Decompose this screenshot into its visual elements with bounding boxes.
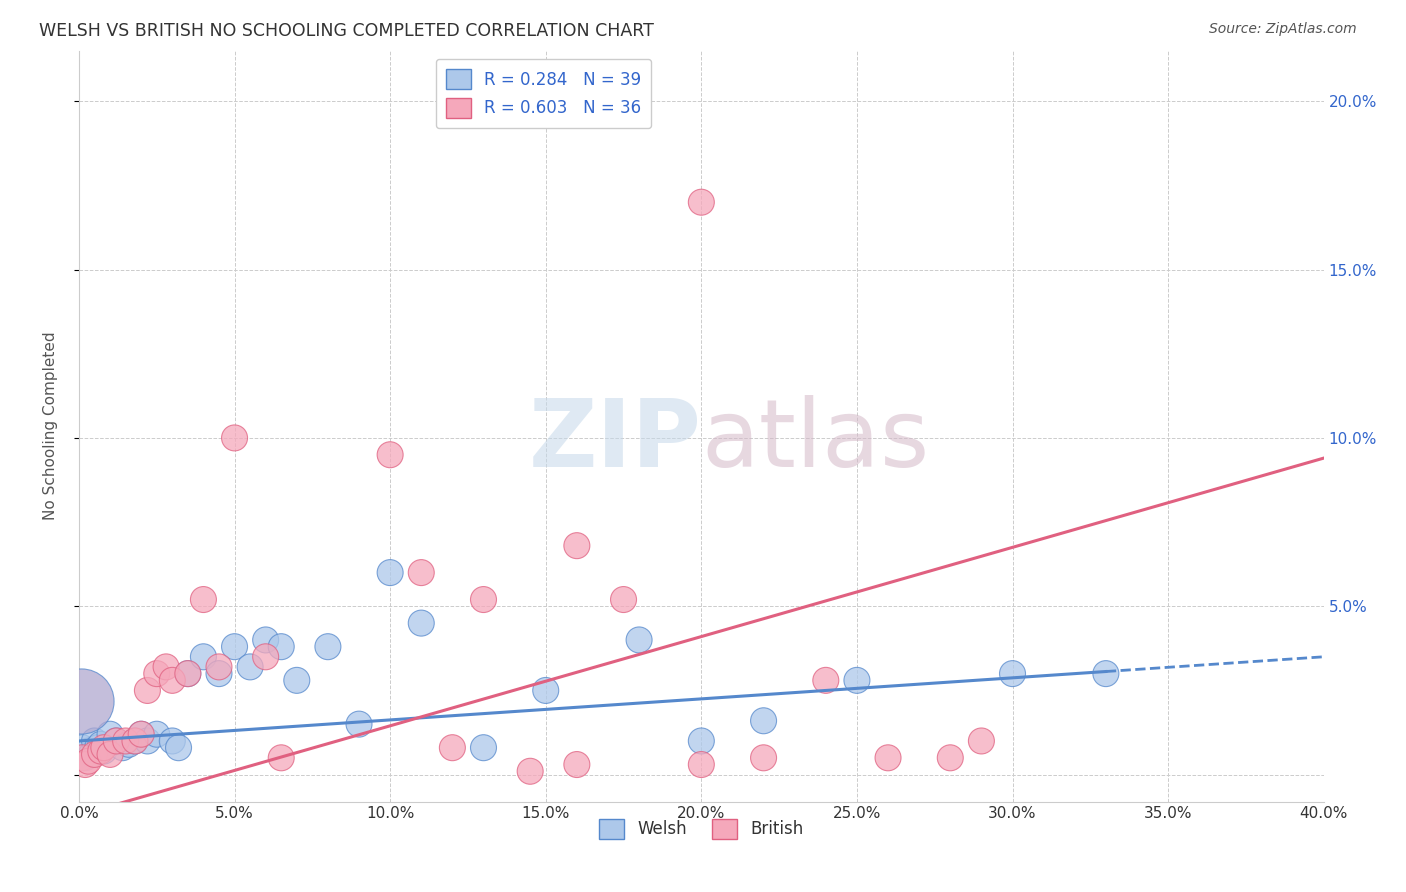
Point <box>1095 666 1118 681</box>
Point <box>90 744 112 758</box>
Text: WELSH VS BRITISH NO SCHOOLING COMPLETED CORRELATION CHART: WELSH VS BRITISH NO SCHOOLING COMPLETED … <box>39 22 654 40</box>
Point <box>939 751 962 765</box>
Text: Source: ZipAtlas.com: Source: ZipAtlas.com <box>1209 22 1357 37</box>
Point <box>285 673 308 688</box>
Point <box>208 666 231 681</box>
Point <box>224 640 246 654</box>
Point <box>114 734 136 748</box>
Point <box>98 727 121 741</box>
Point <box>162 673 184 688</box>
Point <box>254 649 277 664</box>
Point <box>167 740 190 755</box>
Point <box>193 649 215 664</box>
Text: atlas: atlas <box>702 395 929 487</box>
Point <box>155 660 177 674</box>
Point <box>124 734 146 748</box>
Point <box>472 740 495 755</box>
Point <box>565 757 588 772</box>
Point <box>1001 666 1024 681</box>
Point <box>254 632 277 647</box>
Point <box>534 683 557 698</box>
Point <box>118 737 141 751</box>
Point <box>411 566 433 580</box>
Point <box>83 747 105 762</box>
Point <box>565 539 588 553</box>
Point <box>75 757 97 772</box>
Point <box>86 740 108 755</box>
Point <box>162 734 184 748</box>
Point <box>83 734 105 748</box>
Point <box>129 727 152 741</box>
Point <box>80 747 103 762</box>
Point <box>136 734 159 748</box>
Text: ZIP: ZIP <box>529 395 702 487</box>
Point <box>77 754 100 768</box>
Point <box>877 751 900 765</box>
Point <box>129 727 152 741</box>
Point <box>752 714 775 728</box>
Point <box>177 666 200 681</box>
Point <box>105 734 128 748</box>
Point <box>193 592 215 607</box>
Point <box>411 616 433 631</box>
Point <box>612 592 634 607</box>
Point <box>814 673 837 688</box>
Point <box>472 592 495 607</box>
Point <box>77 744 100 758</box>
Point <box>98 747 121 762</box>
Point <box>378 448 401 462</box>
Point <box>90 737 112 751</box>
Point <box>845 673 868 688</box>
Point <box>628 632 651 647</box>
Point <box>136 683 159 698</box>
Point <box>208 660 231 674</box>
Point <box>70 751 93 765</box>
Point <box>970 734 993 748</box>
Point <box>347 717 370 731</box>
Legend: Welsh, British: Welsh, British <box>592 812 810 846</box>
Point <box>378 566 401 580</box>
Point <box>69 693 91 707</box>
Point <box>270 640 292 654</box>
Point <box>105 734 128 748</box>
Point <box>145 666 167 681</box>
Point <box>145 727 167 741</box>
Point <box>690 195 713 210</box>
Point <box>441 740 464 755</box>
Point <box>124 734 146 748</box>
Point <box>690 757 713 772</box>
Point <box>75 751 97 765</box>
Point <box>752 751 775 765</box>
Point <box>690 734 713 748</box>
Point <box>70 740 93 755</box>
Point <box>93 744 115 758</box>
Point <box>111 740 134 755</box>
Point <box>519 764 541 779</box>
Point <box>270 751 292 765</box>
Point <box>93 740 115 755</box>
Point <box>239 660 262 674</box>
Point <box>177 666 200 681</box>
Y-axis label: No Schooling Completed: No Schooling Completed <box>44 332 58 520</box>
Point <box>316 640 339 654</box>
Point <box>224 431 246 445</box>
